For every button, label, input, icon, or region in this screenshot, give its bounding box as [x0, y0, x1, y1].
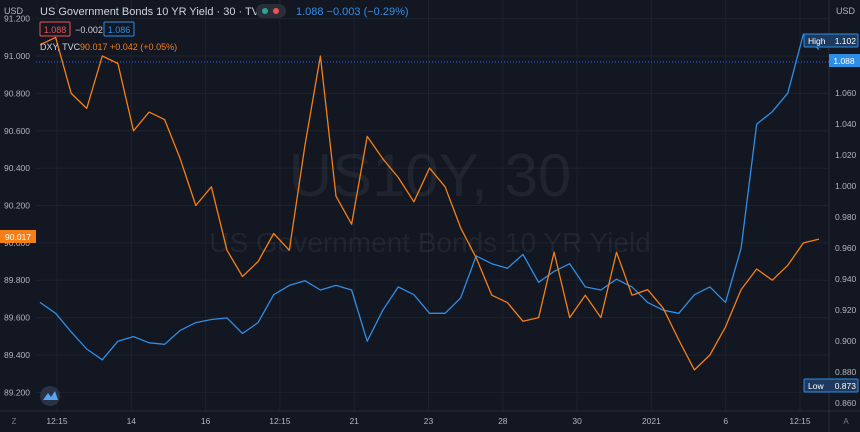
watermark-symbol: US10Y, 30 — [289, 142, 571, 209]
right-tick-label: 0.980 — [835, 212, 857, 222]
symbol-title[interactable]: US Government Bonds 10 YR Yield · 30 · T… — [40, 6, 267, 18]
low-marker: Low 0.873 — [803, 378, 859, 393]
low-marker-value: 0.873 — [835, 381, 857, 391]
time-tick-label: 21 — [349, 416, 359, 426]
time-tick-label: 2021 — [642, 416, 661, 426]
us10y-last-marker: 1.088 — [829, 54, 860, 67]
overlay-symbol-label[interactable]: DXY, TVC — [40, 42, 81, 52]
left-tick-label: 91.000 — [4, 51, 30, 61]
right-tick-label: 0.940 — [835, 274, 857, 284]
watermark-description: US Government Bonds 10 YR Yield — [209, 227, 651, 258]
series-line-dxy — [39, 36, 820, 371]
right-tick-label: 1.000 — [835, 181, 857, 191]
right-tick-label: 0.860 — [835, 398, 857, 408]
dxy-last-box — [0, 230, 36, 243]
right-tick-label: 0.960 — [835, 243, 857, 253]
left-tick-label: 90.200 — [4, 201, 30, 211]
series-line-us10y — [39, 33, 820, 361]
right-tick-label: 1.060 — [835, 88, 857, 98]
left-tick-label: 91.200 — [4, 14, 30, 24]
time-tick-label: 28 — [498, 416, 508, 426]
header-price-change: 1.088 −0.003 (−0.29%) — [296, 6, 409, 18]
ask-value: 1.086 — [108, 25, 131, 35]
time-tick-label: 16 — [201, 416, 211, 426]
right-tick-label: 0.900 — [835, 336, 857, 346]
ask-box[interactable] — [103, 21, 135, 37]
right-tick-label: 1.040 — [835, 119, 857, 129]
left-tick-label: 90.600 — [4, 126, 30, 136]
left-tick-label: 89.200 — [4, 387, 30, 397]
logo-icon[interactable] — [40, 386, 60, 406]
time-tick-label: 6 — [723, 416, 728, 426]
left-tick-label: 89.400 — [4, 350, 30, 360]
high-marker: High 1.102 — [803, 33, 859, 48]
status-pill — [256, 4, 286, 18]
dxy-last-marker: 90.017 — [0, 230, 36, 243]
dxy-last-value: 90.017 — [5, 232, 31, 242]
series-lines — [39, 33, 820, 371]
low-marker-box — [803, 378, 859, 393]
status-dots — [256, 4, 286, 18]
autoscale-corner-label[interactable]: A — [843, 417, 849, 426]
high-marker-value: 1.102 — [835, 36, 857, 46]
status-dot-green-icon — [262, 8, 268, 14]
time-tick-label: 12:15 — [46, 416, 68, 426]
right-tick-label: 0.920 — [835, 305, 857, 315]
us10y-last-box — [829, 54, 860, 67]
right-tick-label: 1.020 — [835, 150, 857, 160]
left-axis-panel[interactable] — [0, 0, 36, 432]
time-tick-label: 12:15 — [789, 416, 811, 426]
right-currency-label: USD — [836, 6, 856, 16]
bid-box[interactable] — [39, 21, 71, 37]
left-tick-label: 89.800 — [4, 275, 30, 285]
right-tick-label: 0.880 — [835, 367, 857, 377]
grid — [36, 0, 829, 411]
high-marker-label: High — [808, 36, 826, 46]
time-axis-labels: 12:15 14 16 12:15 21 23 28 30 2021 6 12:15 — [46, 416, 811, 426]
left-tick-label: 89.600 — [4, 313, 30, 323]
time-tick-label: 30 — [572, 416, 582, 426]
left-tick-label: 90.800 — [4, 88, 30, 98]
left-currency-label: USD — [4, 6, 24, 16]
low-marker-label: Low — [808, 381, 824, 391]
left-tick-label: 90.400 — [4, 163, 30, 173]
time-tick-label: 14 — [127, 416, 137, 426]
time-tick-label: 12:15 — [269, 416, 291, 426]
timezone-corner-label[interactable]: Z — [12, 417, 17, 426]
status-dot-red-icon — [273, 8, 279, 14]
time-tick-label: 23 — [424, 416, 434, 426]
high-marker-box — [803, 33, 859, 48]
right-axis-panel[interactable] — [829, 0, 860, 432]
us10y-last-value: 1.088 — [833, 56, 855, 66]
spread-value: −0.002 — [75, 25, 103, 35]
overlay-values: 90.017 +0.042 (+0.05%) — [80, 42, 177, 52]
bid-value: 1.088 — [44, 25, 67, 35]
